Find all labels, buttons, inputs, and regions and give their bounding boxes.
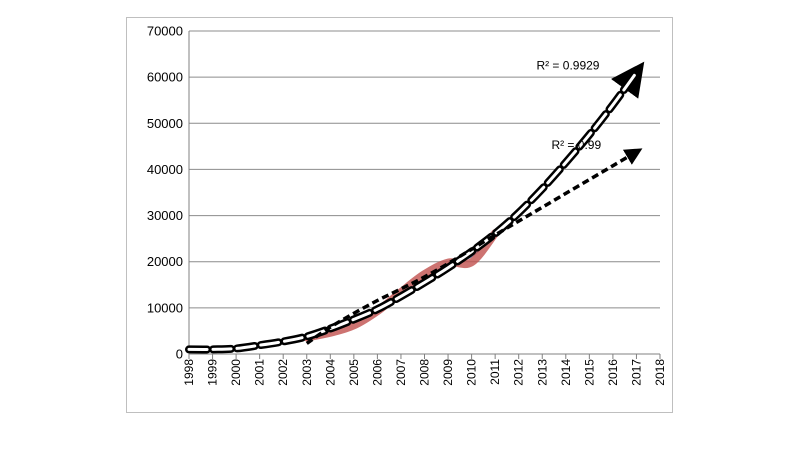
x-tick-label: 2001	[253, 359, 267, 386]
y-tick-label: 70000	[147, 24, 183, 39]
x-tick-label: 2004	[323, 359, 337, 386]
x-tick-label: 2006	[370, 359, 384, 386]
x-tick-label: 2012	[512, 359, 526, 386]
x-tick-label: 2015	[582, 359, 596, 386]
x-tick-label: 2005	[347, 359, 361, 386]
series-trend-inner	[187, 71, 638, 351]
x-tick-label: 1999	[206, 359, 220, 386]
y-tick-label: 20000	[147, 254, 183, 269]
chart-plot: 0 10000 20000 30000 40000 50000 60000 70000 199…	[147, 24, 667, 386]
x-tick-label: 1998	[182, 359, 196, 386]
series-red-line	[302, 229, 500, 342]
series-lines	[185, 61, 645, 354]
x-tick-label: 2007	[394, 359, 408, 386]
y-tick-label: 30000	[147, 208, 183, 223]
y-tick-label: 10000	[147, 300, 183, 315]
r2-label: R² = 0.99	[551, 138, 601, 152]
r2-labels: R² = 0.9929 R² = 0.99	[536, 59, 601, 152]
x-tick-label: 2011	[488, 359, 502, 385]
x-tick-label: 2018	[653, 359, 667, 386]
x-tick-label: 2000	[229, 359, 243, 386]
x-tick-label: 2014	[559, 359, 573, 386]
r2-label: R² = 0.9929	[536, 59, 599, 73]
x-tick-label: 2010	[465, 359, 479, 386]
y-tick-label: 60000	[147, 70, 183, 85]
y-tick-labels: 0 10000 20000 30000 40000 50000 60000 70000	[147, 24, 183, 362]
axes	[188, 31, 661, 359]
x-tick-label: 2017	[629, 359, 643, 386]
y-tick-label: 50000	[147, 116, 183, 131]
x-tick-label: 2013	[535, 359, 549, 386]
x-tick-label: 2009	[441, 359, 455, 386]
grid-lines	[189, 30, 660, 309]
x-tick-label: 2016	[606, 359, 620, 386]
y-tick-label: 0	[176, 347, 183, 362]
y-tick-label: 40000	[147, 162, 183, 177]
x-tick-label: 2003	[300, 359, 314, 386]
x-tick-label: 2002	[276, 359, 290, 386]
x-tick-labels: 1998 1999 2000 2001 2002 2003 2004 2005 2006 2007…	[182, 359, 667, 386]
x-tick-label: 2008	[418, 359, 432, 386]
chart-frame: 0 10000 20000 30000 40000 50000 60000 70000 199…	[126, 17, 673, 413]
series-linear-trend	[305, 148, 643, 345]
